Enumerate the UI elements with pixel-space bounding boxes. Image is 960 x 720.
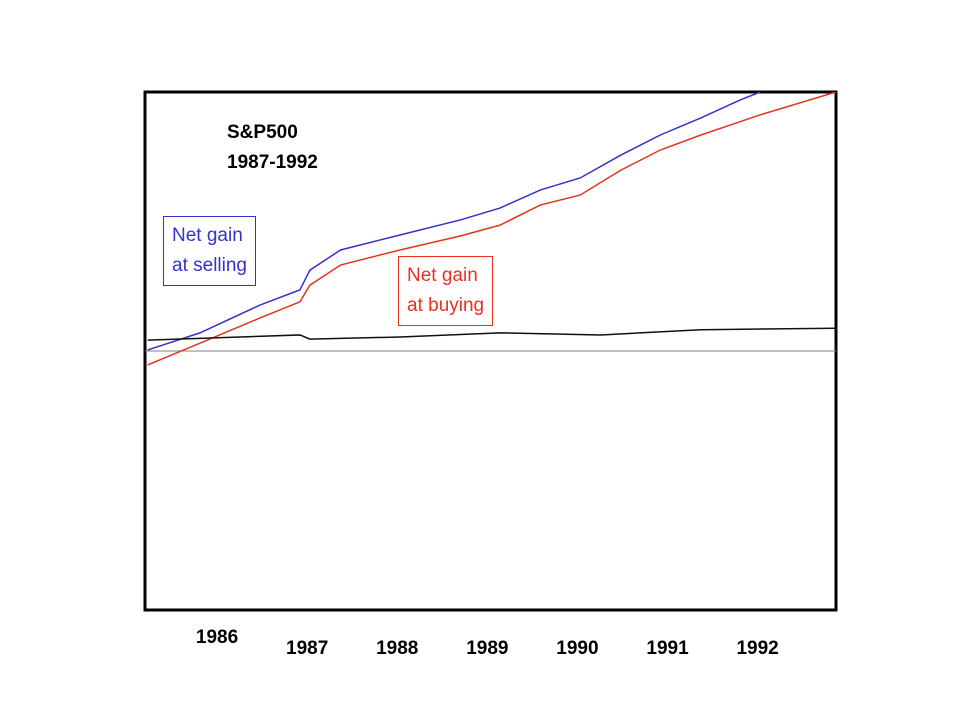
series-line bbox=[147, 92, 761, 351]
legend-label: Net gain at selling bbox=[163, 216, 256, 286]
x-tick-label: 1986 bbox=[196, 627, 238, 648]
chart-title: S&P500 1987-1992 bbox=[227, 122, 318, 173]
x-tick-label: 1992 bbox=[736, 638, 778, 659]
x-tick-label: 1988 bbox=[376, 638, 418, 659]
x-tick-label: 1991 bbox=[646, 638, 689, 659]
plot-area bbox=[145, 92, 836, 366]
x-tick-label: 1989 bbox=[466, 638, 508, 659]
legend-label: Net gain at buying bbox=[398, 256, 494, 326]
x-tick-label: 1990 bbox=[556, 638, 598, 659]
series-line bbox=[147, 92, 836, 366]
series-line bbox=[147, 327, 836, 341]
x-tick-label: 1987 bbox=[286, 638, 328, 659]
